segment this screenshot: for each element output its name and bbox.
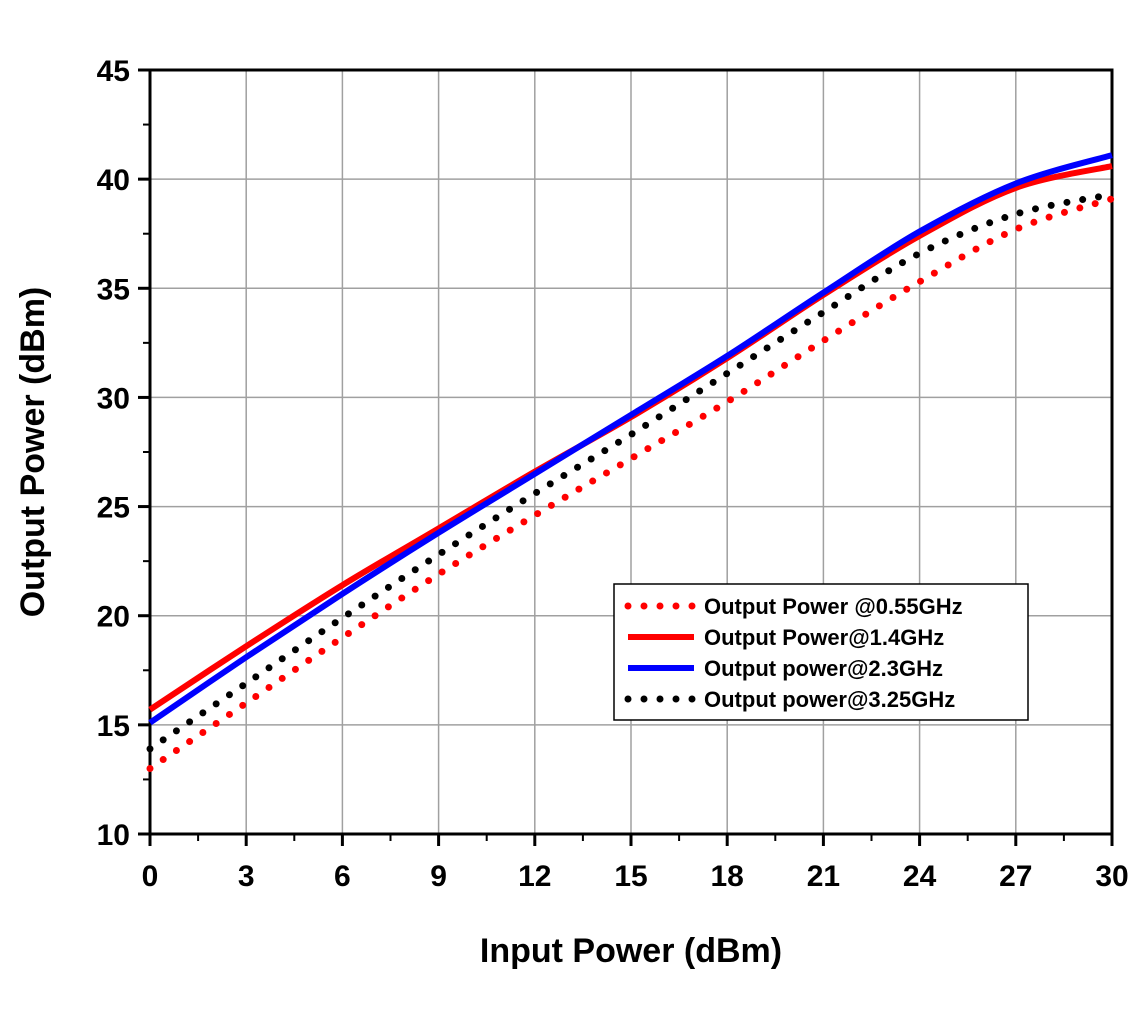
tick-labels: 0 3 6 9 12 15 18 21 24 27 30 10 15 20 25 30 35 40 45 [97,55,1129,893]
axes [138,68,1114,846]
x-tick-label: 27 [999,860,1032,893]
series-line-output-power-2-3ghz [148,152,1113,726]
x-tick-label: 6 [334,860,351,893]
x-tick-label: 30 [1095,860,1128,893]
x-tick-label: 24 [903,860,937,893]
y-tick-label: 30 [97,382,130,415]
legend: Output Power @0.55GHz Output Power@1.4GHz… [613,583,1029,721]
x-tick-label: 21 [807,860,840,893]
y-tick-label: 40 [97,164,130,197]
x-tick-label: 3 [238,860,255,893]
series-group [146,152,1116,773]
x-tick-label: 9 [430,860,447,893]
y-tick-label: 10 [97,819,130,852]
x-tick-label: 0 [142,860,159,893]
series-line-output-power-0-55ghz [146,195,1116,773]
x-tick-label: 12 [518,860,551,893]
legend-box [613,583,1029,721]
y-tick-label: 20 [97,601,130,634]
x-tick-label: 18 [711,860,744,893]
y-tick-label: 15 [97,710,130,743]
y-tick-label: 45 [97,55,130,88]
y-tick-label: 35 [97,273,130,306]
legend-label: Output power@3.25GHz [704,687,955,712]
legend-label: Output Power@1.4GHz [704,625,944,650]
y-axis-title: Output Power (dBm) [14,287,52,618]
y-tick-label: 25 [97,492,130,525]
legend-label: Output power@2.3GHz [704,656,943,681]
x-tick-label: 15 [614,860,647,893]
legend-label: Output Power @0.55GHz [704,594,963,619]
x-axis-title: Input Power (dBm) [480,932,782,970]
series-line-output-power-3-25ghz [146,190,1116,753]
